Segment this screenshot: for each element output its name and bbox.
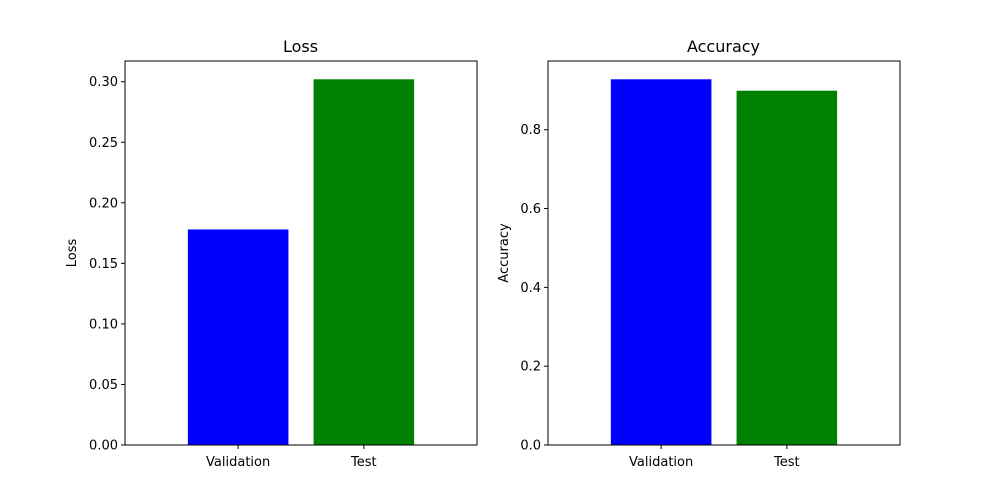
accuracy-chart-bar-test	[736, 90, 838, 446]
loss-chart-ytick-label: 0.10	[89, 317, 118, 332]
loss-chart-frame	[124, 60, 478, 446]
accuracy-chart-ytick-label: 0.4	[520, 281, 541, 296]
accuracy-chart-title: Accuracy	[687, 37, 760, 56]
accuracy-chart-bar-validation	[610, 79, 712, 445]
accuracy-chart-ytick-label: 0.0	[520, 439, 541, 454]
loss-chart-bar-test	[313, 79, 415, 445]
accuracy-chart-ytick-label: 0.6	[520, 202, 541, 217]
loss-chart: Loss Loss Validation Test 0.00 0.05 0.10 0.15…	[65, 37, 478, 470]
loss-chart-xtick-label: Test	[350, 455, 377, 470]
loss-chart-ytick-label: 0.30	[89, 75, 118, 90]
accuracy-chart-ytick-label: 0.2	[520, 360, 541, 375]
loss-chart-xtick-label: Validation	[206, 455, 270, 470]
loss-chart-ytick-label: 0.20	[89, 196, 118, 211]
accuracy-chart: Accuracy Accuracy Validation Test 0.0 0.2 0.…	[497, 37, 901, 470]
accuracy-chart-xtick-label: Validation	[629, 455, 693, 470]
accuracy-chart-ylabel: Accuracy	[497, 223, 512, 283]
loss-chart-ytick-label: 0.15	[89, 257, 118, 272]
accuracy-chart-ytick-label: 0.8	[520, 123, 541, 138]
loss-chart-title: Loss	[283, 37, 318, 56]
loss-chart-ytick-label: 0.25	[89, 136, 118, 151]
accuracy-chart-xtick-label: Test	[773, 455, 800, 470]
loss-chart-bar-validation	[187, 229, 289, 445]
accuracy-chart-frame	[547, 60, 901, 446]
loss-chart-ylabel: Loss	[65, 239, 80, 268]
loss-chart-ytick-label: 0.00	[89, 439, 118, 454]
loss-chart-marks: Validation Test 0.00 0.05 0.10 0.15 0.20 0.25 0.…	[89, 75, 415, 470]
accuracy-chart-marks: Validation Test 0.0 0.2 0.4 0.6 0.8	[520, 79, 838, 470]
loss-chart-ytick-label: 0.05	[89, 378, 118, 393]
